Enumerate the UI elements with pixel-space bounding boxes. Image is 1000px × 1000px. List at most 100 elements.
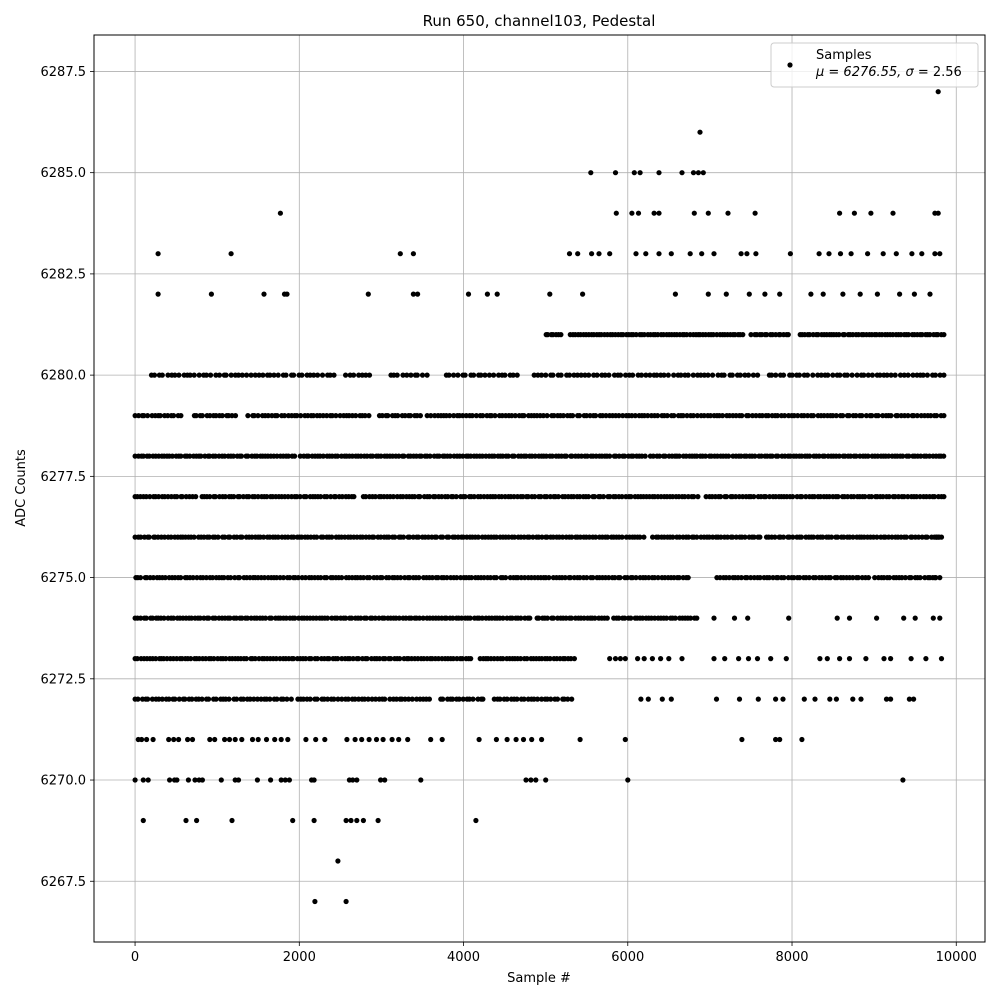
data-point <box>150 736 156 743</box>
data-point <box>235 777 242 783</box>
data-point <box>850 696 856 702</box>
data-point <box>145 696 151 702</box>
data-point <box>170 615 177 621</box>
data-point <box>287 575 293 581</box>
data-point <box>656 251 662 257</box>
data-point <box>370 453 376 459</box>
data-point <box>901 615 907 621</box>
data-point <box>807 332 813 338</box>
y-tick-label: 6280.0 <box>41 369 87 384</box>
data-point <box>836 332 842 338</box>
data-point <box>631 170 637 176</box>
data-point <box>343 372 349 378</box>
data-point <box>482 372 488 378</box>
data-point <box>182 696 188 702</box>
chart-title: Run 650, channel103, Pedestal <box>423 12 656 30</box>
data-point <box>153 656 159 662</box>
data-point <box>166 696 172 702</box>
data-point <box>449 696 456 702</box>
data-point <box>759 413 765 419</box>
data-point <box>284 291 290 297</box>
data-point <box>606 575 612 581</box>
data-point <box>136 413 142 419</box>
data-point <box>196 372 202 378</box>
data-point <box>678 372 684 378</box>
data-point <box>602 372 608 378</box>
data-point <box>178 575 184 581</box>
data-point <box>816 453 822 459</box>
data-point <box>828 534 835 540</box>
y-tick-label: 6270.0 <box>41 774 87 789</box>
data-point <box>762 291 768 297</box>
data-point <box>359 736 365 743</box>
data-point <box>471 494 477 500</box>
data-point <box>493 534 499 540</box>
data-point <box>429 575 435 581</box>
data-point <box>285 453 291 459</box>
data-point <box>846 615 853 621</box>
data-point <box>233 615 239 621</box>
data-point <box>187 453 193 459</box>
data-point <box>265 413 271 419</box>
data-point <box>672 291 679 297</box>
data-point <box>149 696 155 702</box>
data-point <box>622 453 628 459</box>
data-point <box>830 372 836 378</box>
data-point <box>695 170 702 176</box>
data-point <box>262 615 269 621</box>
data-point <box>685 372 691 378</box>
data-point <box>290 656 297 662</box>
data-point <box>292 453 298 459</box>
data-point <box>382 656 388 662</box>
data-point <box>381 615 387 621</box>
data-point <box>145 777 151 783</box>
data-point <box>694 413 701 419</box>
data-point <box>757 534 763 540</box>
data-point <box>560 413 567 419</box>
data-point <box>222 453 228 459</box>
data-point <box>617 656 624 662</box>
data-point <box>207 494 213 500</box>
data-point <box>853 453 859 459</box>
data-point <box>845 494 851 500</box>
data-point <box>705 291 711 297</box>
data-point <box>592 494 598 500</box>
data-point <box>872 575 878 581</box>
data-point <box>400 534 407 540</box>
data-point <box>659 696 665 702</box>
data-point <box>650 453 656 459</box>
data-point <box>833 696 840 702</box>
data-point <box>810 413 817 419</box>
data-point <box>315 372 321 378</box>
data-point <box>460 413 466 419</box>
data-point <box>234 696 240 702</box>
data-point <box>150 575 156 581</box>
data-point <box>183 817 189 824</box>
data-point <box>725 210 731 216</box>
data-point <box>726 575 732 581</box>
data-point <box>382 777 388 783</box>
data-point <box>223 656 229 662</box>
data-point <box>210 575 216 581</box>
data-point <box>159 372 165 378</box>
data-point <box>671 413 677 419</box>
data-point <box>500 615 506 621</box>
data-point <box>132 777 138 783</box>
data-point <box>212 615 218 621</box>
data-point <box>690 170 697 176</box>
data-point <box>492 413 498 419</box>
data-point <box>420 615 426 621</box>
data-point <box>844 372 850 378</box>
data-point <box>790 494 796 500</box>
data-point <box>803 494 809 500</box>
data-point <box>451 372 457 378</box>
data-point <box>297 494 303 500</box>
data-point <box>711 615 717 621</box>
data-point <box>532 453 538 459</box>
data-point <box>278 736 284 743</box>
data-point <box>927 291 933 297</box>
data-point <box>222 736 228 743</box>
data-point <box>303 736 309 743</box>
data-point <box>230 453 236 459</box>
data-point <box>215 534 221 540</box>
